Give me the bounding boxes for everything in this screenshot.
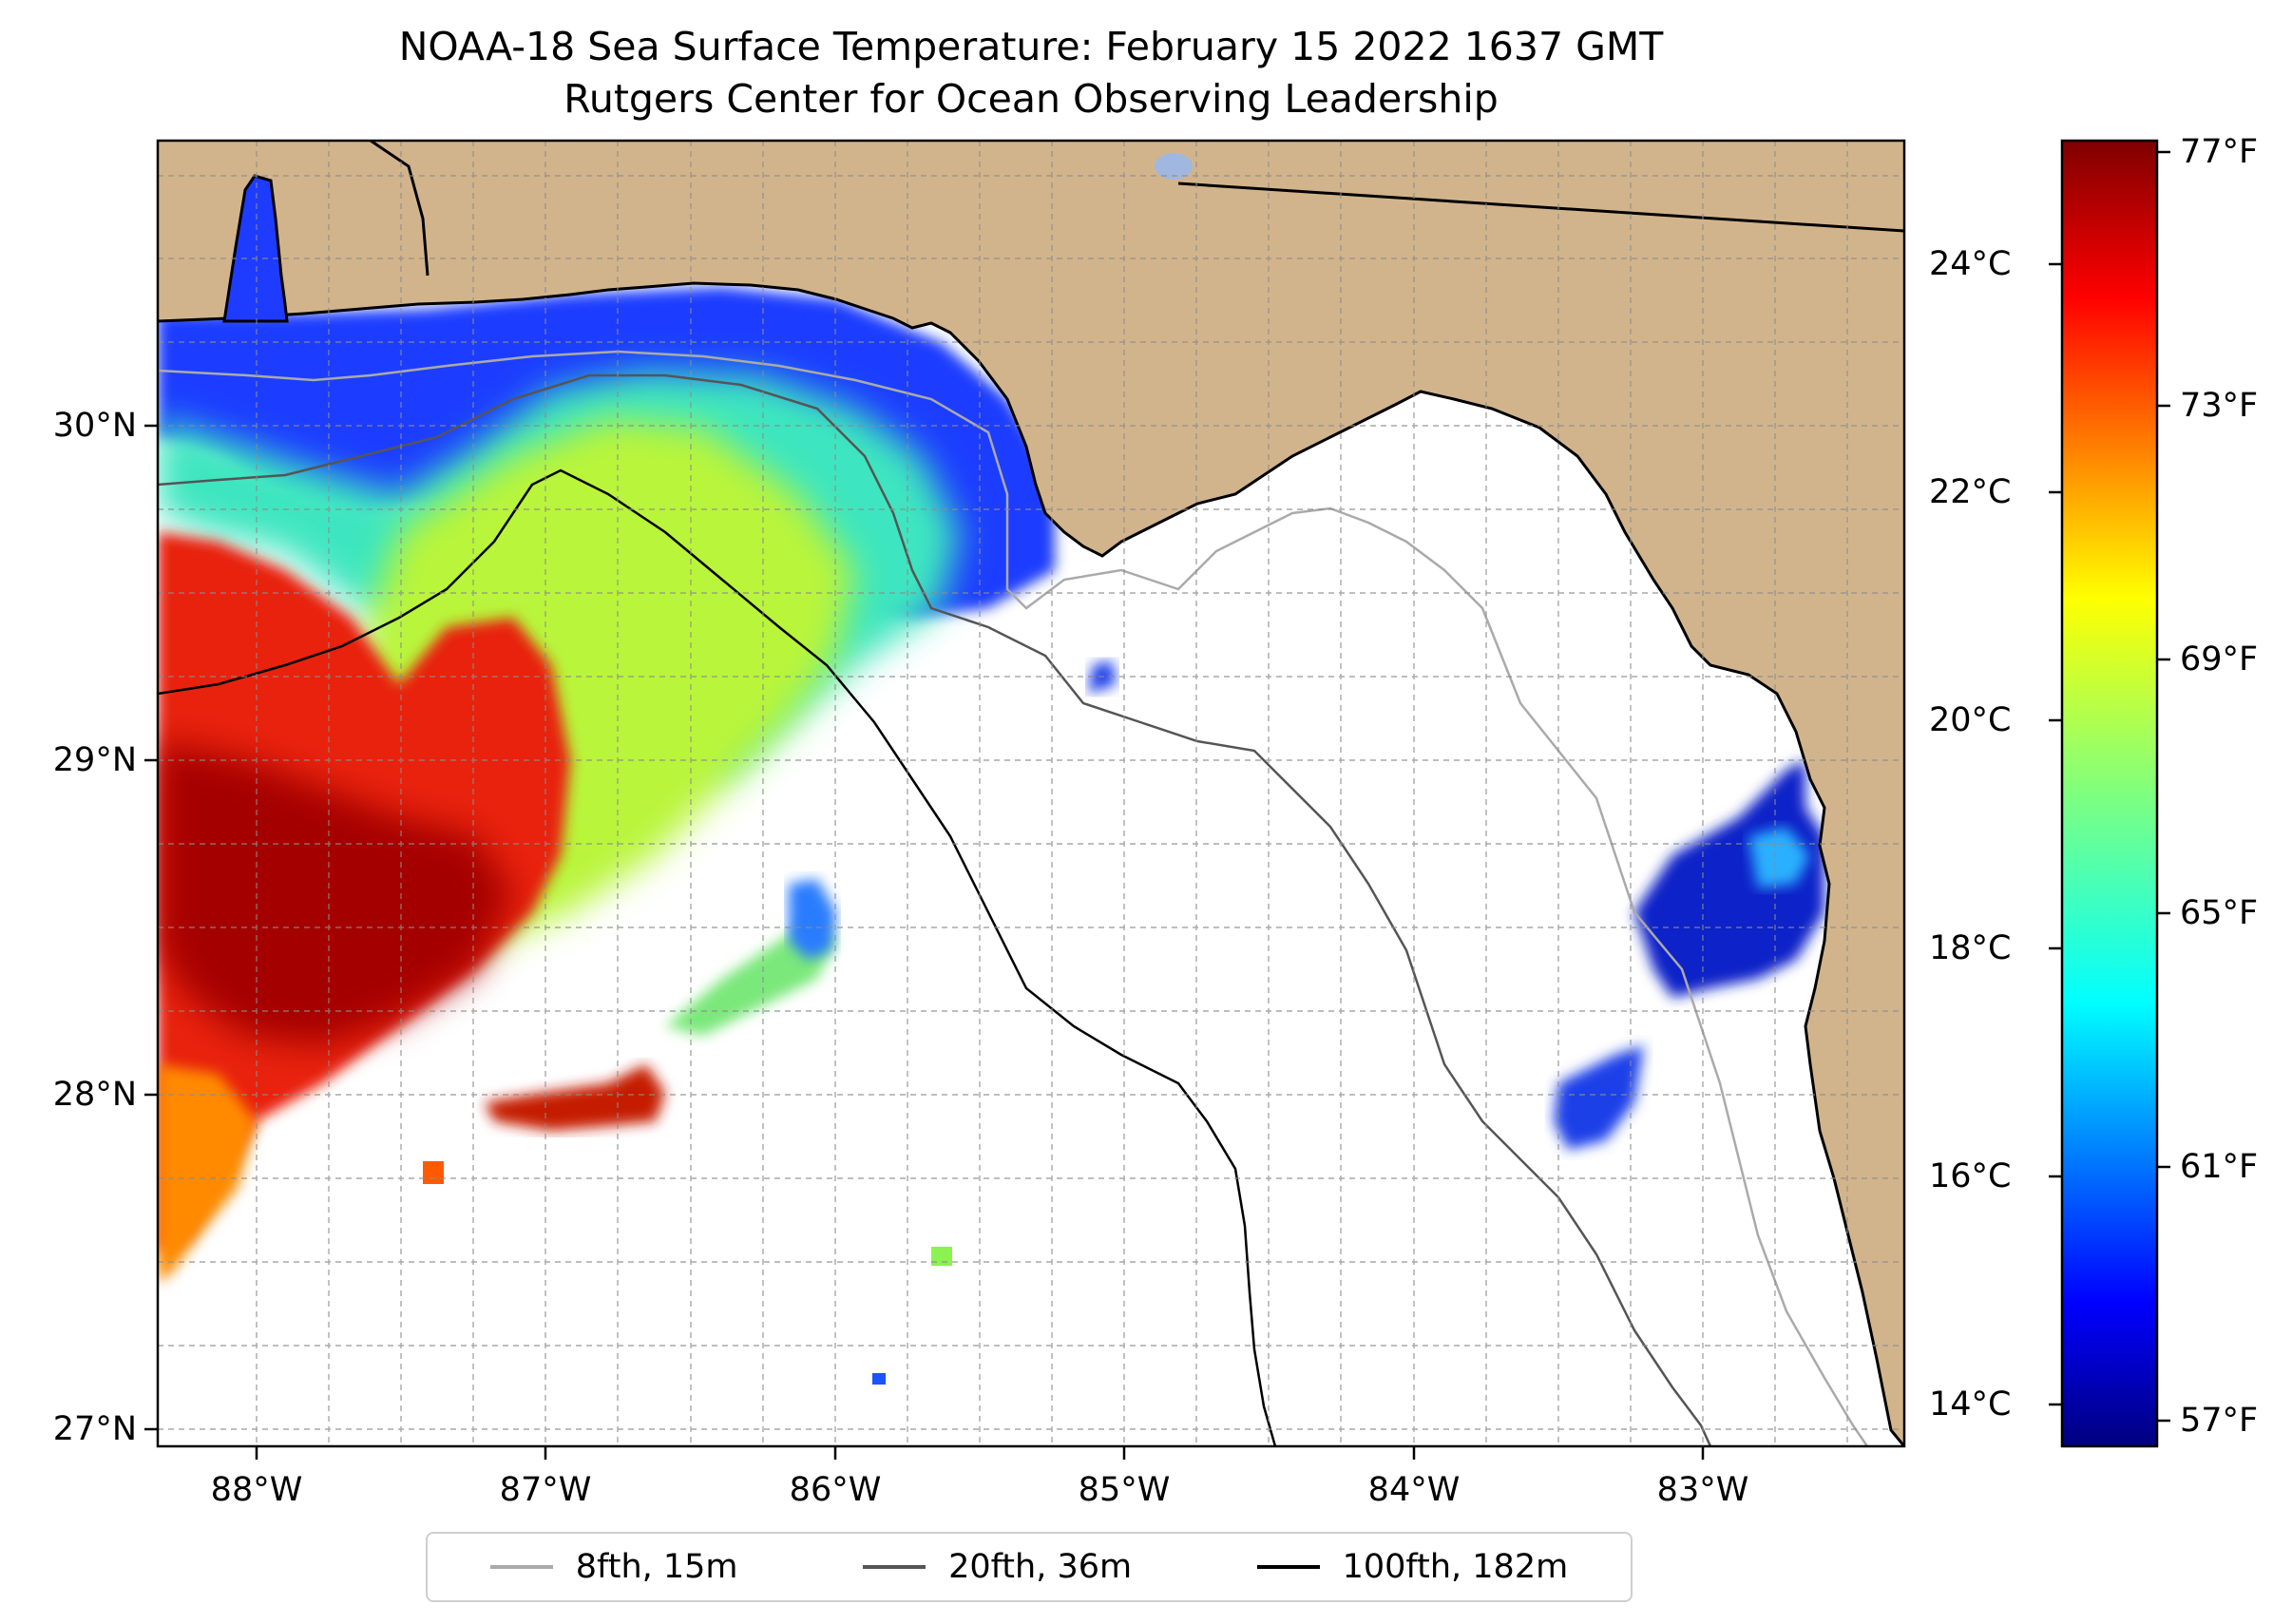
colorbar-label-57f: 57°F xyxy=(2180,1402,2259,1440)
legend-swatch-8fth xyxy=(489,1565,553,1569)
sst-patch-small-3 xyxy=(872,1373,886,1385)
colorbar-label-73f: 73°F xyxy=(2180,387,2259,425)
land-mass xyxy=(158,141,1904,1446)
state-border xyxy=(1177,182,1904,233)
legend-item-100fth: 100fth, 182m xyxy=(1256,1548,1569,1586)
lon-label-88w: 88°W xyxy=(210,1471,303,1509)
colorbar-label-65f: 65°F xyxy=(2180,894,2259,932)
sst-hot-core xyxy=(158,741,513,1045)
lat-label-29n: 29°N xyxy=(52,741,137,779)
coastline xyxy=(158,281,1904,1446)
legend-label-100fth: 100fth, 182m xyxy=(1342,1548,1569,1586)
isobath-100fth xyxy=(158,468,1277,1446)
mobile-bay xyxy=(222,174,289,323)
legend-swatch-100fth xyxy=(1256,1565,1320,1569)
sst-patch-east-blue xyxy=(1634,760,1824,998)
longitude-ticks xyxy=(255,1446,1705,1460)
lon-label-86w: 86°W xyxy=(789,1471,882,1509)
colorbar-label-16c: 16°C xyxy=(1929,1157,2012,1195)
lon-label-85w: 85°W xyxy=(1078,1471,1171,1509)
lat-label-27n: 27°N xyxy=(52,1410,137,1448)
sst-patch-mid-blue xyxy=(789,879,836,960)
legend-label-20fth: 20fth, 36m xyxy=(948,1548,1133,1586)
lon-label-87w: 87°W xyxy=(499,1471,592,1509)
colorbar-label-77f: 77°F xyxy=(2180,133,2259,171)
lat-label-30n: 30°N xyxy=(52,407,137,445)
lon-label-83w: 83°W xyxy=(1656,1471,1749,1509)
colorbar-label-24c: 24°C xyxy=(1929,245,2012,283)
state-border-west xyxy=(370,141,430,277)
sst-patch-south-red xyxy=(485,1064,665,1131)
inland-lake xyxy=(1155,153,1193,180)
sst-patch-small-2 xyxy=(931,1247,952,1266)
map-frame xyxy=(156,139,1906,1448)
latitude-ticks xyxy=(144,424,158,1431)
legend-item-20fth: 20fth, 36m xyxy=(863,1548,1132,1586)
sst-patch-east-blue-2 xyxy=(1554,1045,1644,1150)
isobath-8fth xyxy=(158,350,1869,1446)
colorbar-label-14c: 14°C xyxy=(1929,1385,2012,1423)
colorbar-label-69f: 69°F xyxy=(2180,640,2259,678)
colorbar-label-61f: 61°F xyxy=(2180,1148,2259,1186)
lon-label-84w: 84°W xyxy=(1367,1471,1461,1509)
sst-orange-edge xyxy=(158,1064,257,1283)
lat-label-28n: 28°N xyxy=(52,1076,137,1114)
gridlines xyxy=(158,141,1904,1446)
colorbar-label-22c: 22°C xyxy=(1929,473,2012,511)
colorbar xyxy=(2060,139,2159,1448)
colorbar-ticks-fahrenheit xyxy=(2157,150,2170,1423)
legend-label-8fth: 8fth, 15m xyxy=(575,1548,738,1586)
colorbar-label-18c: 18°C xyxy=(1929,929,2012,967)
colorbar-ticks-celsius xyxy=(2049,262,2062,1406)
isobath-legend: 8fth, 15m 20fth, 36m 100fth, 182m xyxy=(426,1532,1633,1602)
chart-title: NOAA-18 Sea Surface Temperature: Februar… xyxy=(398,24,1664,69)
legend-item-8fth: 8fth, 15m xyxy=(489,1548,738,1586)
legend-swatch-20fth xyxy=(863,1565,926,1569)
sst-patch-small-1 xyxy=(423,1161,444,1184)
colorbar-label-20c: 20°C xyxy=(1929,701,2012,739)
chart-subtitle: Rutgers Center for Ocean Observing Leade… xyxy=(563,76,1499,122)
sst-patch-east-cyan xyxy=(1748,827,1810,888)
